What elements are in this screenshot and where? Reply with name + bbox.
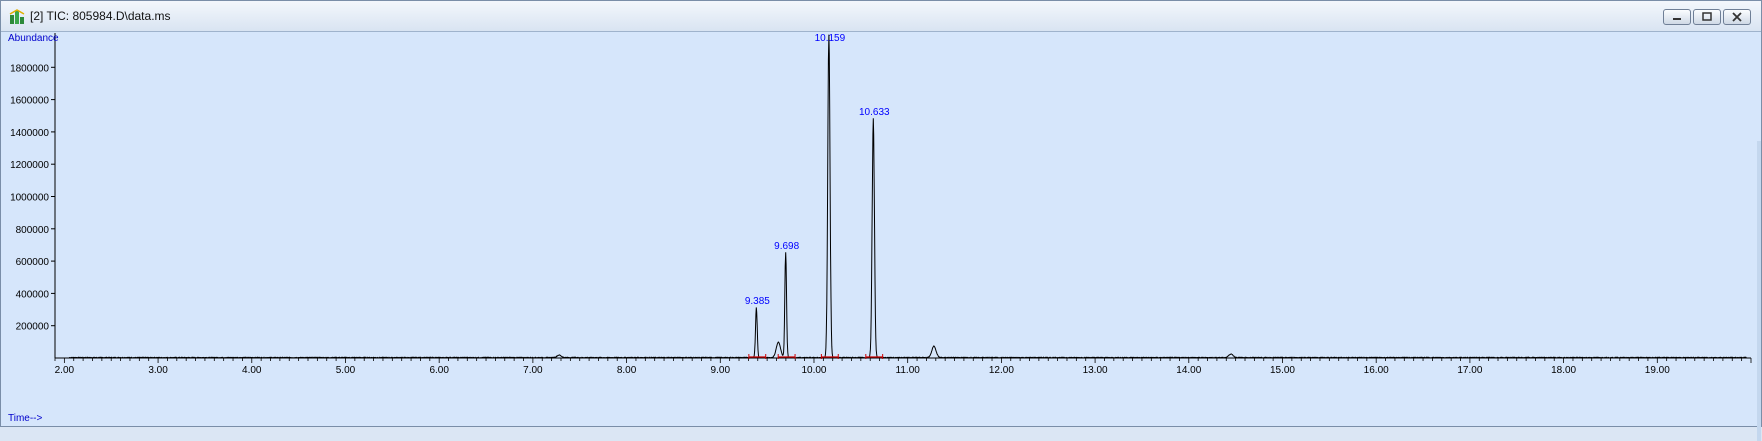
x-tick-label: 9.00 [711, 365, 731, 376]
x-tick-label: 18.00 [1551, 365, 1576, 376]
peak-label: 9.698 [774, 241, 799, 252]
peak-label: 10.633 [859, 107, 890, 118]
y-axis-label: Abundance [8, 33, 59, 44]
x-tick-label: 19.00 [1645, 365, 1670, 376]
chemstation-icon [9, 9, 25, 25]
y-tick-label: 200000 [16, 322, 50, 333]
x-tick-label: 5.00 [336, 365, 356, 376]
y-tick-label: 800000 [16, 225, 50, 236]
y-tick-label: 1800000 [10, 63, 49, 74]
restore-button[interactable] [1693, 9, 1721, 25]
x-tick-label: 8.00 [617, 365, 637, 376]
x-tick-label: 2.00 [55, 365, 75, 376]
axes: 200000 400000 600000 800000 1000000 1200000 14… [10, 33, 1752, 376]
minimize-button[interactable] [1663, 9, 1691, 25]
x-tick-label: 4.00 [242, 365, 262, 376]
y-tick-label: 1600000 [10, 96, 49, 107]
peak-labels: 9.385 9.698 10.159 10.633 [745, 33, 890, 307]
x-tick-label: 11.00 [896, 365, 921, 376]
x-tick-label: 13.00 [1083, 365, 1108, 376]
x-tick-label: 12.00 [989, 365, 1014, 376]
close-icon [1732, 12, 1742, 22]
x-tick-label: 15.00 [1270, 365, 1295, 376]
y-tick-label: 1200000 [10, 160, 49, 171]
x-tick-label: 7.00 [523, 365, 543, 376]
minimize-icon [1673, 18, 1681, 20]
x-tick-label: 14.00 [1176, 365, 1201, 376]
close-button[interactable] [1723, 9, 1751, 25]
chromatogram-plot[interactable]: 200000 400000 600000 800000 1000000 1200000 14… [1, 31, 1761, 441]
peak-label: 10.159 [815, 33, 846, 44]
restore-icon [1702, 12, 1712, 21]
x-tick-label: 16.00 [1364, 365, 1389, 376]
plot-edge [1757, 141, 1761, 441]
y-tick-label: 1000000 [10, 193, 49, 204]
x-tick-label: 10.00 [801, 365, 826, 376]
x-tick-label: 6.00 [429, 365, 449, 376]
title-bar[interactable]: [2] TIC: 805984.D\data.ms [1, 1, 1761, 32]
window-title: [2] TIC: 805984.D\data.ms [30, 9, 171, 23]
tic-trace-layer [69, 34, 1747, 359]
y-tick-label: 400000 [16, 289, 50, 300]
y-tick-label: 1400000 [10, 128, 49, 139]
peak-label: 9.385 [745, 296, 770, 307]
tic-trace [69, 34, 1747, 359]
chromatogram-chart: 200000 400000 600000 800000 1000000 1200000 14… [8, 33, 1752, 424]
x-axis-label: Time--> [8, 413, 43, 424]
y-tick-label: 600000 [16, 257, 50, 268]
x-tick-label: 17.00 [1457, 365, 1482, 376]
x-tick-label: 3.00 [148, 365, 168, 376]
